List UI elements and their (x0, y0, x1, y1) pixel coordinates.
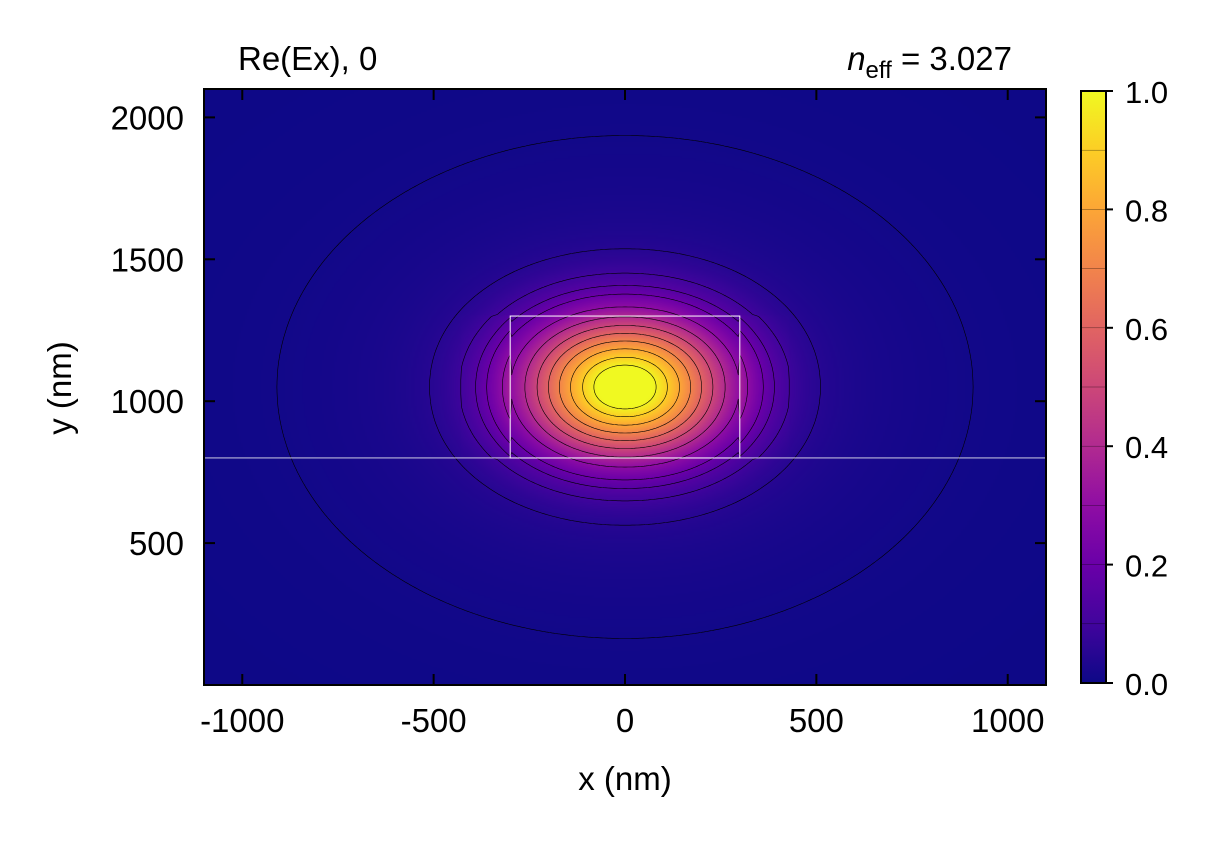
contour-level-10 (570, 348, 680, 426)
y-tick-label: 1000 (111, 383, 184, 420)
x-tick-label: -1000 (200, 702, 284, 739)
colorbar-tick-label: 0.4 (1125, 430, 1168, 465)
neff-value: = 3.027 (892, 40, 1012, 77)
x-tick-label: 0 (616, 702, 634, 739)
contour-level-6 (524, 316, 726, 458)
contour-level-11 (582, 357, 668, 417)
colorbar-tick-label: 0.8 (1125, 193, 1168, 228)
colorbar-tick-label: 1.0 (1125, 75, 1168, 110)
contour-level-2 (460, 272, 790, 502)
contour-level-12 (593, 364, 657, 410)
waveguide-core-outline (509, 315, 741, 459)
colorbar-tick-label: 0.6 (1125, 312, 1168, 347)
contour-level-7 (536, 325, 714, 449)
colorbar: 0.0 0.2 0.4 0.6 0.8 1.0 (1080, 75, 1168, 702)
structure-outline (204, 315, 1046, 459)
contour-level-9 (559, 340, 691, 434)
contour-level-3 (475, 285, 775, 489)
contour-lines (276, 135, 974, 639)
x-tick-label: -500 (401, 702, 467, 739)
neff-subscript: eff (866, 57, 893, 84)
colorbar-frame (1080, 90, 1107, 684)
colorbar-tick-label: 0.2 (1125, 549, 1168, 584)
y-tick-label: 1500 (111, 241, 184, 278)
y-axis-label: y (nm) (41, 341, 78, 435)
contour-level-8 (548, 333, 702, 441)
heatmap-layer (204, 89, 1046, 685)
field-heatmap (204, 89, 1046, 685)
colorbar-ticks: 0.0 0.2 0.4 0.6 0.8 1.0 (1106, 75, 1168, 702)
x-axis-label: x (nm) (578, 760, 672, 797)
colorbar-tick-label: 0.0 (1125, 667, 1168, 702)
y-tick-label: 500 (129, 525, 184, 562)
contour-level-1 (429, 248, 821, 526)
neff-symbol: n (847, 40, 865, 77)
x-tick-label: 1000 (971, 702, 1044, 739)
chart-title-right: neff = 3.027 (847, 40, 1012, 84)
contour-level-4 (486, 293, 764, 481)
colorbar-level-lines (1081, 149, 1106, 625)
chart-title-left: Re(Ex), 0 (238, 40, 377, 77)
x-tick-label: 500 (789, 702, 844, 739)
y-tick-label: 2000 (111, 99, 184, 136)
contour-level-5 (502, 306, 748, 468)
contour-level-0 (276, 135, 974, 639)
axis-ticks: -1000 -500 0 500 1000 500 1000 1500 2000 (111, 89, 1046, 739)
